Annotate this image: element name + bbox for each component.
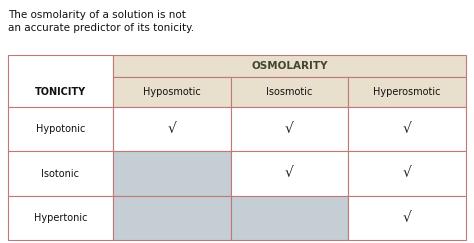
Text: Hypertonic: Hypertonic (34, 213, 87, 223)
Bar (348, 151, 466, 196)
Text: OSMOLARITY: OSMOLARITY (251, 61, 328, 71)
Bar (231, 151, 348, 196)
Bar (113, 151, 231, 196)
Bar (8, 107, 113, 151)
Bar (8, 196, 113, 240)
Bar (348, 77, 466, 107)
Bar (231, 196, 348, 240)
Bar (348, 107, 466, 151)
Text: Isosmotic: Isosmotic (266, 87, 313, 97)
Text: The osmolarity of a solution is not
an accurate predictor of its tonicity.: The osmolarity of a solution is not an a… (8, 10, 194, 33)
Text: √: √ (403, 122, 411, 136)
Bar (8, 55, 113, 107)
Bar (113, 55, 466, 77)
Bar (113, 77, 231, 107)
Bar (113, 107, 231, 151)
Text: TONICITY: TONICITY (35, 87, 86, 97)
Text: √: √ (167, 122, 176, 136)
Bar (348, 196, 466, 240)
Bar (113, 196, 231, 240)
Text: Hyposmotic: Hyposmotic (143, 87, 201, 97)
Text: Hyperosmotic: Hyperosmotic (374, 87, 441, 97)
Bar (231, 77, 348, 107)
Bar (8, 151, 113, 196)
Text: Isotonic: Isotonic (42, 168, 80, 179)
Text: √: √ (285, 166, 294, 181)
Bar (231, 107, 348, 151)
Text: Hypotonic: Hypotonic (36, 124, 85, 134)
Text: √: √ (403, 166, 411, 181)
Text: √: √ (285, 122, 294, 136)
Text: √: √ (403, 211, 411, 225)
